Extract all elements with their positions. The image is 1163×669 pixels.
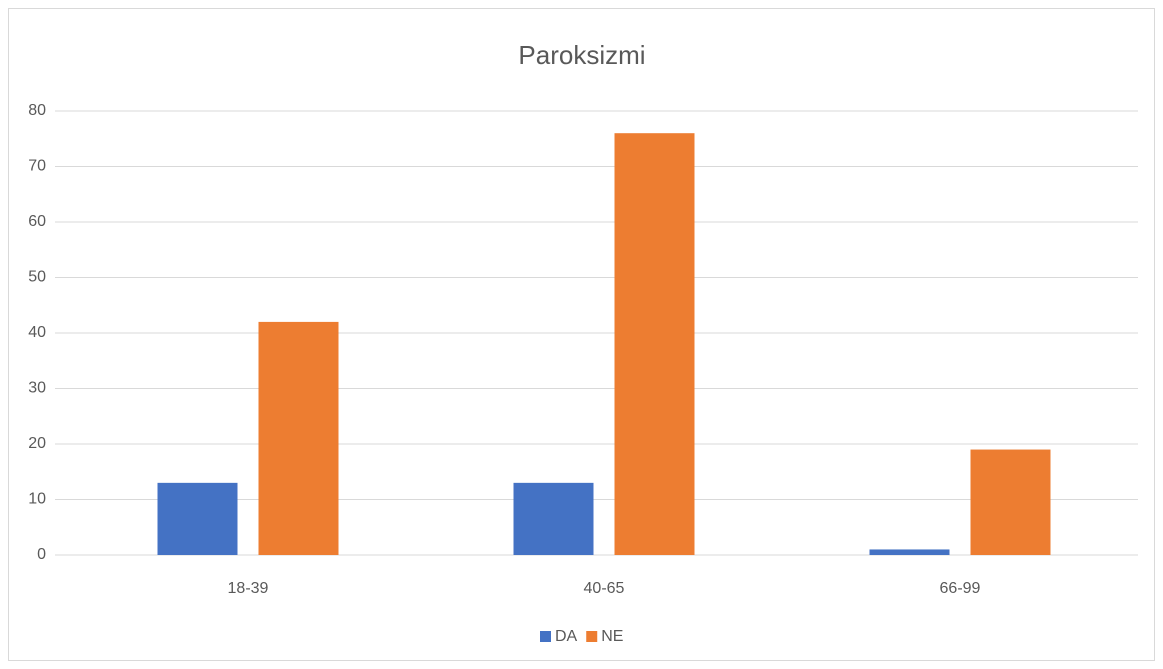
y-tick-label: 60: [28, 213, 46, 230]
bar: [869, 549, 950, 555]
legend-label: DA: [555, 628, 578, 645]
chart-title: Paroksizmi: [518, 40, 645, 70]
bar: [970, 449, 1051, 555]
bar: [513, 482, 594, 555]
y-tick-label: 80: [28, 102, 46, 119]
bar: [157, 482, 238, 555]
x-tick-label: 66-99: [940, 580, 981, 597]
y-tick-label: 70: [28, 158, 46, 175]
bar: [258, 321, 339, 555]
y-tick-label: 30: [28, 380, 46, 397]
legend-label: NE: [601, 628, 623, 645]
y-tick-label: 20: [28, 435, 46, 452]
x-tick-label: 18-39: [228, 580, 269, 597]
legend-swatch: [540, 631, 551, 642]
x-tick-label: 40-65: [584, 580, 625, 597]
y-tick-label: 0: [37, 546, 46, 563]
y-tick-label: 10: [28, 491, 46, 508]
legend-swatch: [586, 631, 598, 642]
chart-border: [8, 8, 1155, 661]
bar: [614, 133, 695, 555]
y-tick-label: 40: [28, 324, 46, 341]
y-tick-label: 50: [28, 269, 46, 286]
